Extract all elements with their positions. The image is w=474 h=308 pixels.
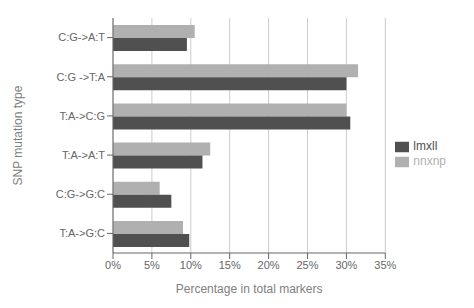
html-text:lmxll: lmxll <box>413 139 438 154</box>
svg-text:15%: 15% <box>219 259 241 271</box>
svg-text:Percentage in total markers: Percentage in total markers <box>176 282 323 296</box>
svg-text:T:A->G:C: T:A->G:C <box>59 227 105 239</box>
svg-text:0%: 0% <box>105 259 121 271</box>
svg-text:10%: 10% <box>180 259 202 271</box>
svg-text:20%: 20% <box>258 259 280 271</box>
svg-text:5%: 5% <box>144 259 160 271</box>
svg-text:35%: 35% <box>374 259 396 271</box>
html-text:nnxnp: nnxnp <box>413 154 446 168</box>
svg-text:T:A->C:G: T:A->C:G <box>59 110 105 122</box>
svg-text:SNP mutation type: SNP mutation type <box>11 85 25 185</box>
svg-text:T:A->A:T: T:A->A:T <box>62 149 105 161</box>
svg-text:C:G->G:C: C:G->G:C <box>56 188 105 200</box>
svg-text:30%: 30% <box>335 259 357 271</box>
svg-text:C:G->A:T: C:G->A:T <box>58 31 105 43</box>
svg-text:C:G ->T:A: C:G ->T:A <box>56 71 105 83</box>
svg-text:25%: 25% <box>296 259 318 271</box>
